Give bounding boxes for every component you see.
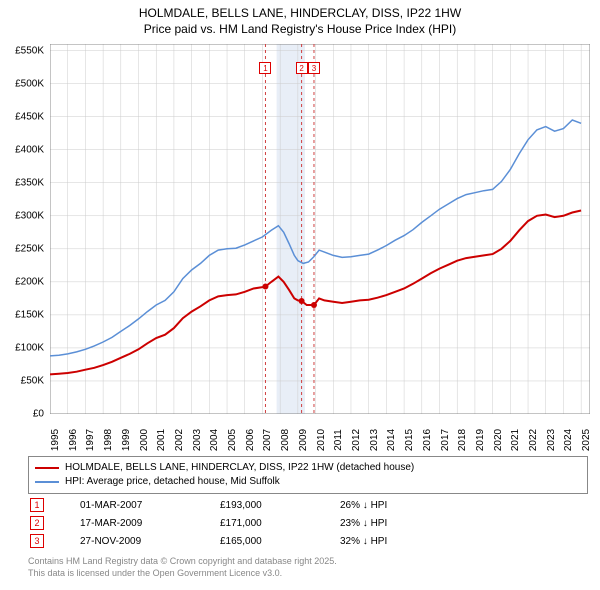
marker-price: £171,000 bbox=[220, 518, 340, 529]
y-tick-label: £450K bbox=[15, 111, 44, 122]
x-tick-label: 2007 bbox=[262, 429, 273, 451]
y-tick-label: £50K bbox=[21, 375, 44, 386]
x-tick-label: 2023 bbox=[546, 429, 557, 451]
x-tick-label: 2021 bbox=[510, 429, 521, 451]
x-tick-label: 2006 bbox=[245, 429, 256, 451]
marker-number-box: 1 bbox=[30, 498, 44, 512]
x-tick-label: 2022 bbox=[528, 429, 539, 451]
marker-row: 2 17-MAR-2009£171,00023% ↓ HPI bbox=[28, 514, 588, 532]
x-tick-label: 2004 bbox=[209, 429, 220, 451]
y-tick-label: £550K bbox=[15, 45, 44, 56]
x-tick-label: 2008 bbox=[280, 429, 291, 451]
x-tick-label: 2024 bbox=[563, 429, 574, 451]
x-tick-label: 1996 bbox=[68, 429, 79, 451]
marker-number-box: 2 bbox=[30, 516, 44, 530]
plot-svg bbox=[50, 44, 590, 414]
x-tick-label: 2001 bbox=[156, 429, 167, 451]
x-tick-label: 2019 bbox=[475, 429, 486, 451]
y-tick-label: £500K bbox=[15, 78, 44, 89]
x-tick-label: 1999 bbox=[121, 429, 132, 451]
title-line-2: Price paid vs. HM Land Registry's House … bbox=[0, 22, 600, 38]
plot-marker-3: 3 bbox=[308, 62, 320, 74]
marker-price: £165,000 bbox=[220, 536, 340, 547]
legend-item-hpi: HPI: Average price, detached house, Mid … bbox=[35, 475, 581, 489]
x-tick-label: 1997 bbox=[85, 429, 96, 451]
x-tick-label: 2003 bbox=[192, 429, 203, 451]
footer-line-2: This data is licensed under the Open Gov… bbox=[28, 568, 337, 580]
y-tick-label: £400K bbox=[15, 144, 44, 155]
marker-date: 01-MAR-2007 bbox=[80, 500, 220, 511]
plot-marker-2: 2 bbox=[296, 62, 308, 74]
x-tick-label: 1995 bbox=[50, 429, 61, 451]
x-tick-label: 2016 bbox=[422, 429, 433, 451]
x-tick-label: 2005 bbox=[227, 429, 238, 451]
x-tick-label: 1998 bbox=[103, 429, 114, 451]
marker-date: 17-MAR-2009 bbox=[80, 518, 220, 529]
x-tick-label: 2013 bbox=[369, 429, 380, 451]
y-tick-label: £100K bbox=[15, 342, 44, 353]
chart-container: HOLMDALE, BELLS LANE, HINDERCLAY, DISS, … bbox=[0, 0, 600, 590]
legend-label-1: HOLMDALE, BELLS LANE, HINDERCLAY, DISS, … bbox=[65, 461, 414, 475]
y-tick-label: £200K bbox=[15, 276, 44, 287]
x-tick-label: 2009 bbox=[298, 429, 309, 451]
title-line-1: HOLMDALE, BELLS LANE, HINDERCLAY, DISS, … bbox=[0, 6, 600, 22]
marker-row: 1 01-MAR-2007£193,00026% ↓ HPI bbox=[28, 496, 588, 514]
marker-row: 3 27-NOV-2009£165,00032% ↓ HPI bbox=[28, 532, 588, 550]
marker-date: 27-NOV-2009 bbox=[80, 536, 220, 547]
footer-line-1: Contains HM Land Registry data © Crown c… bbox=[28, 556, 337, 568]
chart-title: HOLMDALE, BELLS LANE, HINDERCLAY, DISS, … bbox=[0, 0, 600, 37]
y-tick-label: £350K bbox=[15, 177, 44, 188]
x-tick-label: 2025 bbox=[581, 429, 592, 451]
marker-delta: 32% ↓ HPI bbox=[340, 536, 460, 547]
x-tick-label: 2014 bbox=[386, 429, 397, 451]
legend-item-price-paid: HOLMDALE, BELLS LANE, HINDERCLAY, DISS, … bbox=[35, 461, 581, 475]
y-tick-label: £250K bbox=[15, 243, 44, 254]
x-tick-label: 2000 bbox=[139, 429, 150, 451]
x-tick-label: 2010 bbox=[316, 429, 327, 451]
legend-swatch-red bbox=[35, 467, 59, 469]
footer-note: Contains HM Land Registry data © Crown c… bbox=[28, 556, 337, 579]
marker-delta: 23% ↓ HPI bbox=[340, 518, 460, 529]
marker-price: £193,000 bbox=[220, 500, 340, 511]
plot-marker-1: 1 bbox=[259, 62, 271, 74]
y-tick-label: £150K bbox=[15, 309, 44, 320]
x-tick-label: 2017 bbox=[440, 429, 451, 451]
x-tick-label: 2011 bbox=[333, 429, 344, 451]
plot-area: 1 23 bbox=[50, 44, 590, 414]
x-axis: 1995 1996 1997 1998 1999 2000 2001 2002 2003 2004… bbox=[50, 414, 590, 454]
marker-number-box: 3 bbox=[30, 534, 44, 548]
x-tick-label: 2002 bbox=[174, 429, 185, 451]
y-axis: £0£50K£100K£150K£200K£250K£300K£350K£400… bbox=[0, 44, 48, 414]
y-tick-label: £300K bbox=[15, 210, 44, 221]
markers-table: 1 01-MAR-2007£193,00026% ↓ HPI 2 17-MAR-200… bbox=[28, 496, 588, 550]
legend: HOLMDALE, BELLS LANE, HINDERCLAY, DISS, … bbox=[28, 456, 588, 494]
x-tick-label: 2020 bbox=[493, 429, 504, 451]
x-tick-label: 2018 bbox=[457, 429, 468, 451]
x-tick-label: 2015 bbox=[404, 429, 415, 451]
x-tick-label: 2012 bbox=[351, 429, 362, 451]
marker-delta: 26% ↓ HPI bbox=[340, 500, 460, 511]
legend-swatch-blue bbox=[35, 481, 59, 483]
y-tick-label: £0 bbox=[33, 409, 44, 420]
legend-label-2: HPI: Average price, detached house, Mid … bbox=[65, 475, 280, 489]
